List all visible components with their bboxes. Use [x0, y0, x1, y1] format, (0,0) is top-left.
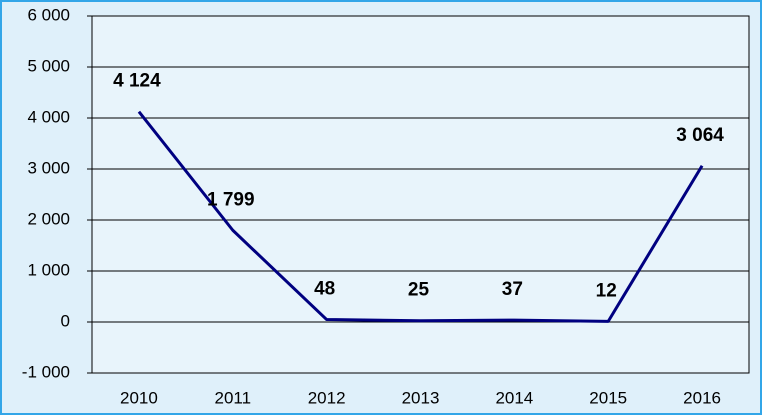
- x-tick-label: 2010: [120, 388, 158, 407]
- y-tick-label: 2 000: [27, 209, 70, 228]
- x-tick-label: 2013: [402, 388, 440, 407]
- data-label: 1 799: [207, 189, 255, 210]
- y-tick-label: 0: [61, 311, 70, 330]
- data-label: 37: [502, 279, 523, 300]
- data-line: [137, 110, 704, 323]
- data-label: 3 064: [676, 125, 724, 146]
- y-tick-label: 5 000: [27, 56, 70, 75]
- x-tick-label: 2016: [683, 388, 721, 407]
- x-tick-label: 2014: [495, 388, 533, 407]
- y-tick-label: 1 000: [27, 260, 70, 279]
- plot-area: [91, 15, 750, 374]
- x-tick-label: 2011: [215, 388, 252, 407]
- y-tick-label: 4 000: [27, 107, 70, 126]
- y-tick-label: -1 000: [22, 362, 70, 381]
- data-label: 4 124: [113, 71, 161, 92]
- data-label: 48: [314, 279, 335, 300]
- y-tick-label: 6 000: [27, 5, 70, 24]
- y-tick-label: 3 000: [27, 158, 70, 177]
- data-label: 12: [596, 280, 617, 301]
- x-tick-label: 2015: [589, 388, 627, 407]
- x-tick-label: 2012: [308, 388, 346, 407]
- data-label: 25: [408, 280, 430, 301]
